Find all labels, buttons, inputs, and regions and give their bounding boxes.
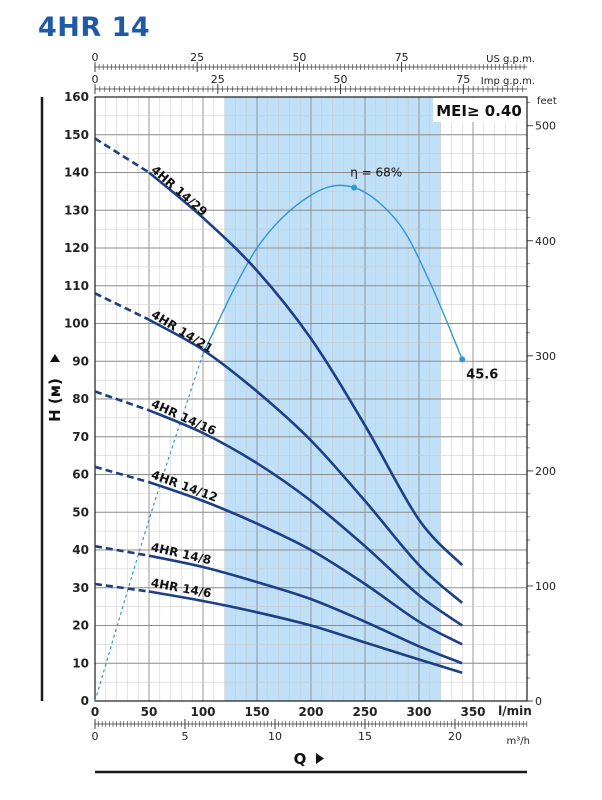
mei-badge-bg <box>433 98 526 122</box>
efficiency-end-label: 45.6 <box>466 367 498 382</box>
curve-label-4hr-14-21: 4HR 14/21 <box>149 307 216 355</box>
us-gpm-tick-label: 50 <box>292 51 306 64</box>
y-tick-label: 60 <box>72 468 89 482</box>
imp-gpm-tick-label: 50 <box>333 73 347 86</box>
y-tick-label: 120 <box>64 241 89 255</box>
y-tick-label: 50 <box>72 505 89 519</box>
curve-4hr-14-8 <box>148 554 463 665</box>
efficiency-peak-label: η = 68% <box>350 166 402 180</box>
y-axis-title: H (м) <box>46 354 64 422</box>
x-axis-arrow-icon <box>316 753 324 764</box>
mei-badge: MEI≥ 0.40 <box>436 102 522 120</box>
m3h-tick-label: 15 <box>358 730 372 743</box>
feet-tick-label: 400 <box>535 235 556 248</box>
x-tick-label: 350 <box>460 705 485 719</box>
curve-4hr-14-6-dashed <box>94 582 150 593</box>
curve-4hr-14-12 <box>148 480 463 646</box>
us-gpm-tick-label: 75 <box>395 51 409 64</box>
plot-frame <box>94 96 528 702</box>
y-tick-label: 40 <box>72 543 89 557</box>
imp-gpm-tick-label: 75 <box>456 73 470 86</box>
x-tick-label: 150 <box>244 705 269 719</box>
m3h-tick-label: 0 <box>92 730 99 743</box>
curve-4hr-14-12-dashed <box>94 465 150 484</box>
curve-4hr-14-16 <box>148 409 463 627</box>
m3h-tick-label: 20 <box>448 730 462 743</box>
x-tick-label: 300 <box>406 705 431 719</box>
m3h-tick-label: 10 <box>268 730 282 743</box>
curve-4hr-14-8-dashed <box>94 544 150 557</box>
x-tick-label: 250 <box>352 705 377 719</box>
y-tick-label: 160 <box>64 90 89 104</box>
curve-4hr-14-21 <box>148 318 464 604</box>
curve-4hr-14-6 <box>148 590 463 674</box>
y-tick-label: 110 <box>64 279 89 293</box>
chart-title: 4HR 14 <box>38 12 151 43</box>
us-gpm-tick-label: 0 <box>92 51 99 64</box>
m3h-tick-label: 5 <box>181 730 188 743</box>
feet-unit-label: feet <box>537 96 557 107</box>
y-tick-label: 10 <box>72 656 89 670</box>
imp-gpm-unit-label: Imp g.p.m. <box>481 76 535 87</box>
x-unit-label: l/min <box>498 704 532 718</box>
y-axis-label: H (м) <box>46 378 64 422</box>
feet-tick-label: 0 <box>535 695 542 708</box>
y-tick-label: 100 <box>64 317 89 331</box>
y-tick-label: 0 <box>81 694 89 708</box>
curve-label-4hr-14-16: 4HR 14/16 <box>149 397 218 438</box>
y-tick-label: 30 <box>72 581 89 595</box>
curve-4hr-14-16-dashed <box>94 390 150 412</box>
us-gpm-unit-label: US g.p.m. <box>486 54 535 65</box>
y-tick-label: 80 <box>72 392 89 406</box>
y-axis-arrow-icon <box>50 354 60 362</box>
us-gpm-tick-label: 25 <box>190 51 204 64</box>
imp-gpm-tick-label: 0 <box>92 73 99 86</box>
feet-tick-label: 200 <box>535 465 556 478</box>
m3h-unit-label: m³/h <box>507 736 530 747</box>
x-axis-label: Q <box>294 750 307 768</box>
feet-tick-label: 500 <box>535 120 556 133</box>
curve-4hr-14-21-dashed <box>94 292 150 321</box>
y-tick-label: 20 <box>72 619 89 633</box>
efficiency-peak-point <box>351 184 358 191</box>
y-tick-label: 140 <box>64 166 89 180</box>
y-tick-label: 90 <box>72 354 89 368</box>
x-tick-label: 100 <box>190 705 215 719</box>
y-tick-label: 70 <box>72 430 89 444</box>
x-tick-label: 0 <box>91 705 99 719</box>
x-tick-label: 200 <box>298 705 323 719</box>
feet-tick-label: 300 <box>535 350 556 363</box>
curve-4hr-14-29-dashed <box>94 137 150 174</box>
imp-gpm-tick-label: 25 <box>211 73 225 86</box>
y-tick-label: 130 <box>64 203 89 217</box>
x-tick-label: 50 <box>141 705 158 719</box>
efficiency-end-point <box>459 356 466 363</box>
curve-4hr-14-29 <box>148 171 464 567</box>
feet-tick-label: 100 <box>535 580 556 593</box>
y-tick-label: 150 <box>64 128 89 142</box>
